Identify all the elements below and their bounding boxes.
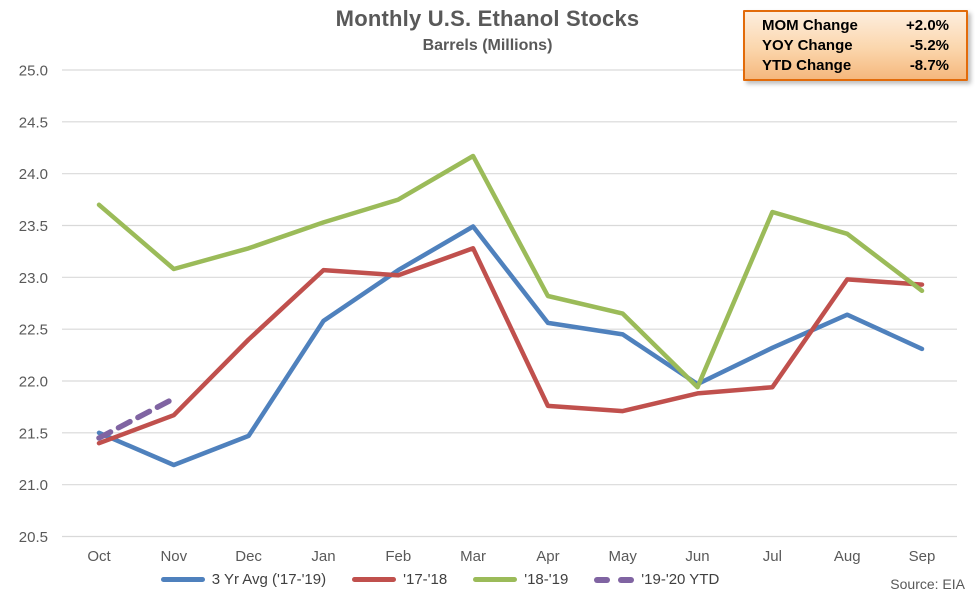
yoy-change-row: YOY Change -5.2% [762, 37, 949, 54]
svg-text:Mar: Mar [460, 548, 486, 565]
yoy-change-value: -5.2% [909, 36, 949, 54]
svg-text:21.0: 21.0 [19, 477, 48, 494]
mom-change-label: MOM Change [762, 17, 858, 35]
legend-item-19-20-ytd: '19-'20 YTD [594, 571, 719, 588]
svg-text:Feb: Feb [385, 548, 411, 565]
svg-text:Jun: Jun [685, 548, 709, 565]
legend-label: 3 Yr Avg ('17-'19) [211, 571, 327, 588]
mom-change-row: MOM Change +2.0% [762, 17, 949, 34]
ytd-change-value: -8.7% [909, 56, 949, 74]
svg-text:24.0: 24.0 [19, 166, 48, 183]
svg-text:Jul: Jul [763, 548, 782, 565]
svg-text:Nov: Nov [160, 548, 187, 565]
svg-text:Apr: Apr [536, 548, 559, 565]
svg-text:20.5: 20.5 [19, 529, 48, 546]
svg-text:22.5: 22.5 [19, 322, 48, 339]
legend-item-3yr-avg: 3 Yr Avg ('17-'19) [160, 571, 327, 588]
legend-label: '17-'18 [403, 571, 448, 588]
svg-text:23.0: 23.0 [19, 270, 48, 287]
chart-legend: 3 Yr Avg ('17-'19) '17-'18 '18-'19 '19-'… [0, 571, 880, 588]
purple-dashed-swatch-icon [594, 576, 635, 583]
red-line-swatch-icon [352, 577, 397, 582]
green-line-swatch-icon [473, 577, 518, 582]
svg-text:23.5: 23.5 [19, 218, 48, 235]
legend-label: '19-'20 YTD [641, 571, 720, 588]
source-attribution: Source: EIA [890, 576, 965, 592]
legend-item-17-18: '17-'18 [352, 571, 447, 588]
chart-subtitle: Barrels (Millions) [422, 37, 553, 54]
ytd-change-label: YTD Change [762, 56, 852, 74]
svg-text:Sep: Sep [909, 548, 936, 565]
svg-text:Aug: Aug [834, 548, 861, 565]
legend-item-18-19: '18-'19 [473, 571, 568, 588]
svg-text:Dec: Dec [235, 548, 262, 565]
svg-text:22.0: 22.0 [19, 374, 48, 391]
svg-text:Oct: Oct [87, 548, 111, 565]
change-summary-box: MOM Change +2.0% YOY Change -5.2% YTD Ch… [743, 10, 968, 81]
chart-title: Monthly U.S. Ethanol Stocks [335, 6, 640, 31]
svg-text:25.0: 25.0 [19, 63, 48, 80]
svg-text:May: May [609, 548, 638, 565]
svg-text:Jan: Jan [311, 548, 335, 565]
svg-text:21.5: 21.5 [19, 425, 48, 442]
mom-change-value: +2.0% [906, 17, 949, 35]
blue-line-swatch-icon [160, 577, 205, 582]
legend-label: '18-'19 [524, 571, 569, 588]
svg-text:24.5: 24.5 [19, 114, 48, 131]
ytd-change-row: YTD Change -8.7% [762, 57, 949, 74]
yoy-change-label: YOY Change [762, 36, 853, 54]
